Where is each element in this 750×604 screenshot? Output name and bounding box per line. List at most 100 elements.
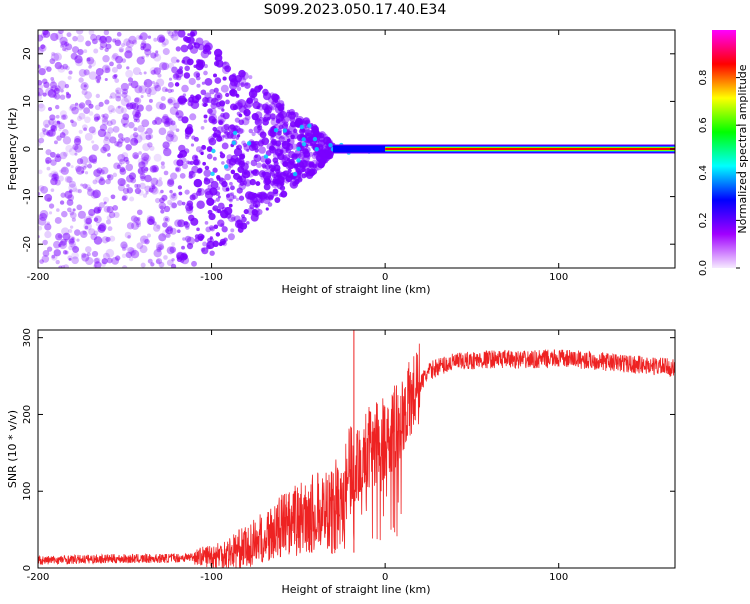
spectrogram-point [66, 199, 74, 206]
spectrogram-point [175, 128, 180, 133]
spectrogram-point [190, 143, 195, 147]
spectrogram-point [187, 43, 194, 50]
spectrogram-point [72, 35, 78, 42]
spectrogram-hotspot [296, 146, 301, 152]
spectrogram-point [62, 136, 72, 145]
spectrogram-point [120, 117, 129, 126]
spectrogram-point [181, 116, 189, 124]
spectrogram-point [235, 136, 240, 140]
spectrogram-point [224, 206, 233, 216]
spectrogram-point [83, 69, 90, 76]
spectrogram-point [262, 91, 272, 101]
spectrogram-point [70, 52, 78, 60]
spectrogram-point [71, 237, 75, 241]
spectrogram-point [109, 235, 116, 242]
snr-frame [37, 329, 676, 569]
spectrogram-point [149, 145, 155, 151]
spectrogram-point [58, 240, 68, 250]
spectrogram-point [44, 193, 53, 202]
spectrogram-point [97, 128, 107, 138]
spectrogram-point [129, 133, 138, 142]
spectrogram-point [269, 169, 275, 175]
spectrogram-point [317, 133, 321, 137]
spectrogram-point [55, 233, 63, 241]
spectrogram-point [288, 130, 292, 135]
spectrogram-point [38, 64, 41, 69]
spectrogram-point [102, 196, 110, 204]
spectrogram-point [67, 235, 76, 244]
spectrogram-point [47, 106, 53, 112]
spectrogram-point [251, 131, 256, 137]
spectrogram-point [167, 30, 174, 37]
y-tick-label: 10 [22, 95, 33, 108]
spectrogram-point [230, 169, 236, 175]
spectrogram-point [52, 93, 58, 99]
spectrogram-point [177, 200, 183, 206]
spectrogram-point [271, 93, 279, 102]
spectrogram-point [280, 191, 288, 198]
spectrogram-point [70, 165, 74, 169]
spectrogram-point [179, 172, 186, 179]
spectrogram-point [81, 252, 87, 258]
spectrogram-point [105, 178, 111, 185]
spectrogram-point [196, 58, 202, 65]
spectrogram-point [162, 48, 170, 56]
spectrogram-point [188, 77, 196, 86]
spectrogram-point [68, 190, 72, 194]
spectrogram-point [171, 33, 179, 41]
spectrogram-point [86, 56, 95, 65]
spectrogram-point [220, 84, 229, 93]
spectrogram-point [249, 203, 255, 210]
spectrogram-point [124, 136, 131, 144]
spectrogram-point [171, 242, 176, 247]
spectrogram-point [59, 200, 65, 205]
spectrogram-point [153, 153, 162, 162]
spectrogram-hotspot [223, 164, 229, 169]
spectrogram-point [141, 55, 145, 60]
spectrogram-point [54, 61, 63, 70]
spectrogram-point [213, 60, 220, 67]
spectrogram-point [256, 105, 260, 110]
spectrogram-point [56, 120, 60, 124]
spectrogram-point [163, 147, 172, 157]
spectrogram-hotspot [301, 141, 307, 147]
spectrogram-point [143, 154, 151, 162]
spectrogram-point [88, 65, 92, 69]
spectrogram-point [164, 217, 169, 222]
spectrogram-point [163, 170, 169, 176]
spectrogram-point [209, 250, 215, 256]
spectrogram-point [154, 197, 161, 204]
spectrogram-point [112, 125, 120, 133]
spectrogram-point [130, 221, 140, 230]
spectrogram-point [113, 211, 120, 219]
spectrogram-point [193, 178, 203, 188]
spectrogram-point [57, 175, 64, 182]
spectrogram-point [153, 82, 160, 89]
spectrogram-point [71, 217, 76, 222]
spectrogram-point [207, 108, 213, 114]
spectrogram-point [200, 151, 204, 156]
spectrogram-point [151, 185, 156, 190]
spectrogram-point [139, 245, 148, 254]
spectrogram-point [191, 260, 197, 267]
colorbar: 0.0 0.2 0.4 0.6 0.8 Normalized spectral ampl… [698, 30, 749, 276]
spectrogram-point [118, 46, 125, 53]
spectrogram-point [119, 166, 126, 173]
spectrogram-point [76, 30, 84, 35]
spectrogram-point [93, 217, 99, 222]
spectrogram-point [272, 188, 279, 195]
spectrogram-point [41, 255, 50, 263]
spectrogram-point [63, 151, 69, 157]
spectrogram-point [78, 102, 86, 109]
spectrogram-point [215, 191, 221, 197]
spectrogram-point [40, 185, 49, 194]
spectrogram-point [46, 246, 53, 252]
spectrogram-point [117, 153, 126, 162]
spectrogram-point [170, 56, 178, 64]
spectrogram-point [213, 87, 219, 93]
spectrogram-point [205, 226, 212, 233]
spectrogram-point [161, 42, 167, 48]
spectrogram-point [54, 176, 58, 181]
spectrogram-point [201, 102, 206, 107]
spectrogram-point [153, 84, 159, 90]
